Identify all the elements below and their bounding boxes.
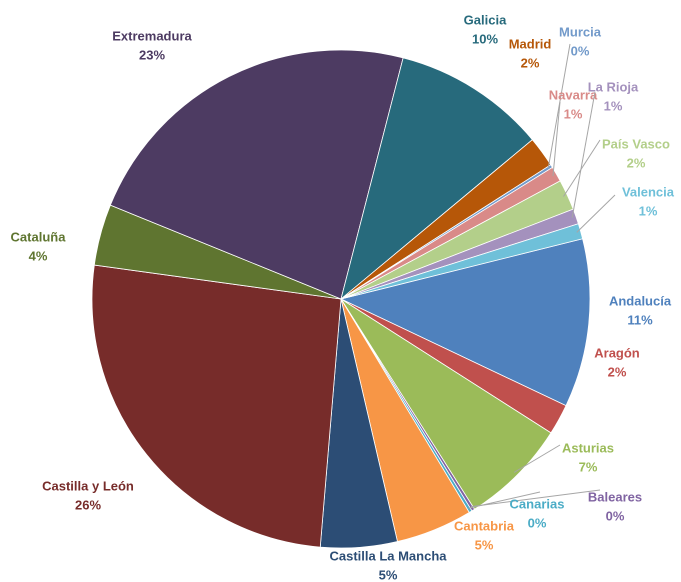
leader-line [571, 91, 596, 218]
slice-value: 0% [571, 43, 590, 58]
slice-value: 7% [579, 459, 598, 474]
slice-value: 5% [379, 567, 398, 582]
pie-slice [109, 49, 404, 300]
slice-value: 1% [639, 203, 658, 218]
slice-label: Asturias [562, 440, 614, 455]
slice-label: Galicia [464, 12, 507, 27]
pie-slice [91, 264, 342, 548]
slice-label: Madrid [509, 36, 552, 51]
slice-value: 26% [75, 497, 101, 512]
slice-label: Murcia [559, 24, 602, 39]
slice-label: Baleares [588, 489, 642, 504]
leader-line [471, 489, 601, 508]
leader-line [513, 444, 561, 473]
leader-line [576, 194, 616, 233]
leader-line [552, 101, 561, 177]
slice-label: Castilla y León [42, 478, 134, 493]
slice-label: Cataluña [11, 229, 67, 244]
slice-value: 4% [29, 248, 48, 263]
slice-label: Cantabria [454, 518, 515, 533]
slice-label: Castilla La Mancha [329, 548, 447, 563]
slice-value: 1% [604, 98, 623, 113]
slice-value: 2% [521, 55, 540, 70]
leader-line [563, 139, 601, 197]
slice-label: Navarra [549, 87, 598, 102]
slice-value: 0% [528, 515, 547, 530]
leader-line [547, 43, 571, 169]
slice-label: Extremadura [112, 28, 192, 43]
slice-value: 11% [627, 312, 653, 327]
pie-slice [340, 223, 584, 300]
slice-label: Canarias [510, 496, 565, 511]
slice-label: Aragón [594, 345, 640, 360]
slice-value: 2% [627, 155, 646, 170]
pie-slice [340, 57, 533, 301]
slice-label: País Vasco [602, 136, 670, 151]
slice-value: 1% [564, 106, 583, 121]
slice-label: Valencia [622, 184, 675, 199]
slice-value: 5% [475, 537, 494, 552]
pie-slice [340, 298, 552, 510]
leader-line [468, 491, 541, 509]
slice-value: 2% [608, 364, 627, 379]
pie-slice [339, 238, 591, 407]
slice-label: La Rioja [588, 79, 639, 94]
slice-value: 0% [606, 508, 625, 523]
slice-label: Andalucía [609, 293, 672, 308]
slice-value: 10% [472, 31, 498, 46]
slice-value: 23% [139, 47, 165, 62]
